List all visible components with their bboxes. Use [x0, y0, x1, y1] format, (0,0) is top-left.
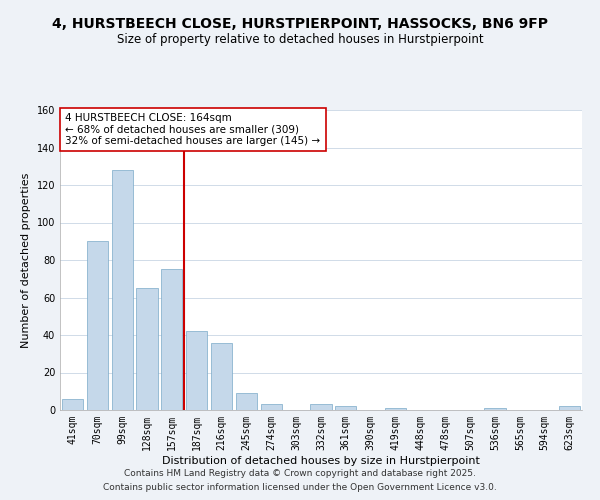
Bar	[211, 342, 232, 410]
Bar	[87, 242, 108, 410]
Text: Contains HM Land Registry data © Crown copyright and database right 2025.: Contains HM Land Registry data © Crown c…	[124, 468, 476, 477]
Text: 4, HURSTBEECH CLOSE, HURSTPIERPOINT, HASSOCKS, BN6 9FP: 4, HURSTBEECH CLOSE, HURSTPIERPOINT, HAS…	[52, 18, 548, 32]
Bar	[136, 288, 158, 410]
Bar	[484, 408, 506, 410]
Text: Size of property relative to detached houses in Hurstpierpoint: Size of property relative to detached ho…	[116, 32, 484, 46]
Bar	[186, 331, 207, 410]
Bar	[62, 399, 83, 410]
Bar	[385, 408, 406, 410]
Y-axis label: Number of detached properties: Number of detached properties	[21, 172, 31, 348]
Bar	[261, 404, 282, 410]
Bar	[236, 393, 257, 410]
Text: Contains public sector information licensed under the Open Government Licence v3: Contains public sector information licen…	[103, 484, 497, 492]
Bar	[310, 404, 332, 410]
Bar	[335, 406, 356, 410]
Bar	[559, 406, 580, 410]
Bar	[112, 170, 133, 410]
X-axis label: Distribution of detached houses by size in Hurstpierpoint: Distribution of detached houses by size …	[162, 456, 480, 466]
Bar	[161, 270, 182, 410]
Text: 4 HURSTBEECH CLOSE: 164sqm
← 68% of detached houses are smaller (309)
32% of sem: 4 HURSTBEECH CLOSE: 164sqm ← 68% of deta…	[65, 113, 320, 146]
